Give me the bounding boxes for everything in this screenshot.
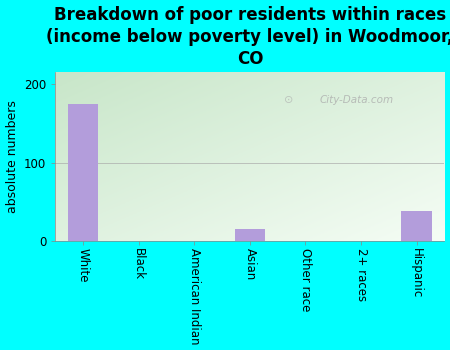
Title: Breakdown of poor residents within races
(income below poverty level) in Woodmoo: Breakdown of poor residents within races… [46, 6, 450, 68]
Y-axis label: absolute numbers: absolute numbers [5, 100, 18, 213]
Text: City-Data.com: City-Data.com [320, 94, 394, 105]
Bar [68, 104, 99, 241]
Text: ⊙: ⊙ [284, 94, 293, 105]
Bar [401, 211, 432, 241]
Bar [234, 229, 265, 241]
